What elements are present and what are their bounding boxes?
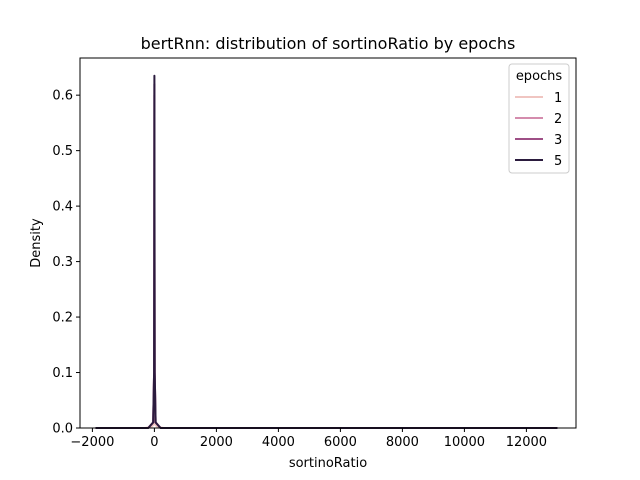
- series-line-2: [95, 94, 558, 429]
- plot-frame: [79, 57, 577, 429]
- legend-label-5: 5: [554, 154, 562, 169]
- legend-items: 1 2 3 5: [515, 91, 562, 169]
- y-tick-label: 0.1: [52, 366, 73, 381]
- x-tick-label: 8000: [386, 435, 419, 450]
- legend-label-3: 3: [554, 133, 562, 148]
- x-tick-label: 10000: [444, 435, 485, 450]
- legend-label-2: 2: [554, 112, 562, 127]
- y-tick-label: 0.3: [52, 255, 73, 270]
- legend-label-1: 1: [554, 91, 562, 106]
- series-line-3: [95, 83, 558, 429]
- y-tick-label: 0.5: [52, 144, 73, 159]
- series-line-1: [95, 418, 558, 429]
- legend-title: epochs: [516, 69, 563, 84]
- x-tick-label: 0: [150, 435, 158, 450]
- x-axis: −2000 0 2000 4000 6000 8000 10000 12000: [70, 428, 547, 450]
- y-tick-label: 0.0: [52, 422, 73, 437]
- y-axis-label: Density: [29, 218, 44, 268]
- y-tick-label: 0.2: [52, 311, 73, 326]
- series-layer: [95, 74, 558, 429]
- y-tick-label: 0.6: [52, 89, 73, 104]
- x-tick-label: 2000: [200, 435, 233, 450]
- x-tick-label: −2000: [70, 435, 114, 450]
- series-line-5: [95, 74, 558, 429]
- x-tick-label: 4000: [262, 435, 295, 450]
- y-axis: 0.0 0.1 0.2 0.3 0.4 0.5 0.6: [52, 89, 80, 437]
- chart-title: bertRnn: distribution of sortinoRatio by…: [141, 34, 516, 53]
- y-tick-label: 0.4: [52, 200, 73, 215]
- x-tick-label: 6000: [324, 435, 357, 450]
- legend: epochs 1 2 3 5: [508, 63, 570, 174]
- x-axis-label: sortinoRatio: [289, 456, 367, 471]
- x-tick-label: 12000: [506, 435, 547, 450]
